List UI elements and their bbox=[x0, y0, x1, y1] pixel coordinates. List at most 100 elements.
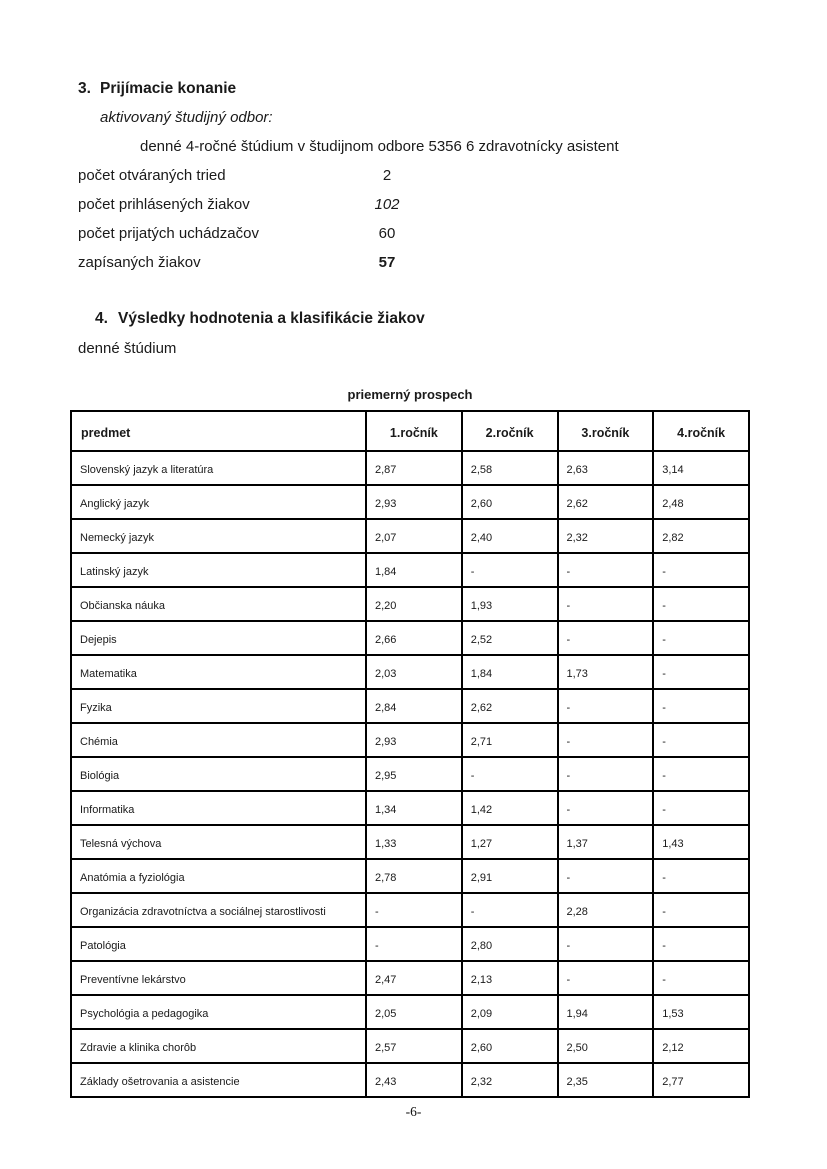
grade-cell-year-4: 2,48 bbox=[652, 484, 750, 520]
grade-cell-year-3: - bbox=[556, 756, 655, 792]
grade-cell-year-1: 2,66 bbox=[365, 620, 463, 656]
subject-cell: Informatika bbox=[70, 790, 367, 826]
subject-cell: Telesná výchova bbox=[70, 824, 367, 860]
column-header-year-2: 2.ročník bbox=[460, 410, 559, 452]
grade-cell-year-1: 2,07 bbox=[365, 518, 463, 554]
table-row: Nemecký jazyk 2,07 2,40 2,32 2,82 bbox=[70, 518, 750, 554]
grade-cell-year-4: - bbox=[652, 688, 750, 724]
grade-cell-year-2: - bbox=[460, 756, 559, 792]
grade-cell-year-1: 2,20 bbox=[365, 586, 463, 622]
grade-cell-year-2: - bbox=[460, 552, 559, 588]
grade-cell-year-2: 2,62 bbox=[460, 688, 559, 724]
section-3-number: 3. bbox=[78, 80, 91, 97]
grade-cell-year-1: 2,57 bbox=[365, 1028, 463, 1064]
subject-cell: Anglický jazyk bbox=[70, 484, 367, 520]
section-3-title: Prijímacie konanie bbox=[100, 80, 237, 97]
subject-cell: Základy ošetrovania a asistencie bbox=[70, 1062, 367, 1098]
grade-cell-year-2: 2,40 bbox=[460, 518, 559, 554]
grade-cell-year-2: 2,09 bbox=[460, 994, 559, 1030]
grade-cell-year-4: - bbox=[652, 620, 750, 656]
table-row: Patológia -2,80- - bbox=[70, 926, 750, 962]
stat-row-accepted-candidates: počet prijatých uchádzačov 60 bbox=[78, 225, 827, 243]
section-3-heading: 3. Prijímacie konanie bbox=[78, 80, 827, 98]
subject-cell: Dejepis bbox=[70, 620, 367, 656]
subject-cell: Zdravie a klinika chorôb bbox=[70, 1028, 367, 1064]
grade-cell-year-1: - bbox=[365, 926, 463, 962]
column-header-year-1: 1.ročník bbox=[365, 410, 463, 452]
grade-cell-year-4: - bbox=[652, 960, 750, 996]
table-row: Preventívne lekárstvo 2,47 2,13- - bbox=[70, 960, 750, 996]
grade-cell-year-1: 2,05 bbox=[365, 994, 463, 1030]
grade-cell-year-3: - bbox=[556, 960, 655, 996]
table-row: Dejepis 2,66 2,52- - bbox=[70, 620, 750, 656]
table-row: Anglický jazyk 2,93 2,60 2,62 2,48 bbox=[70, 484, 750, 520]
grade-cell-year-4: 2,82 bbox=[652, 518, 750, 554]
table-title: priemerný prospech bbox=[347, 387, 473, 402]
grade-cell-year-4: - bbox=[652, 858, 750, 894]
subject-cell: Chémia bbox=[70, 722, 367, 758]
grade-cell-year-2: 1,84 bbox=[460, 654, 559, 690]
grade-cell-year-4: 2,77 bbox=[652, 1062, 750, 1098]
grade-cell-year-4: - bbox=[652, 756, 750, 792]
grade-cell-year-1: 1,33 bbox=[365, 824, 463, 860]
section-4-subheading: denné štúdium bbox=[78, 340, 177, 357]
column-header-year-3: 3.ročník bbox=[556, 410, 655, 452]
subject-cell: Patológia bbox=[70, 926, 367, 962]
grade-cell-year-2: - bbox=[460, 892, 559, 928]
column-header-year-4: 4.ročník bbox=[652, 410, 750, 452]
grade-cell-year-2: 1,27 bbox=[460, 824, 559, 860]
grade-cell-year-3: 1,73 bbox=[556, 654, 655, 690]
grade-cell-year-1: 2,43 bbox=[365, 1062, 463, 1098]
grade-cell-year-1: 2,47 bbox=[365, 960, 463, 996]
grade-cell-year-1: - bbox=[365, 892, 463, 928]
table-row: Občianska náuka 2,20 1,93- - bbox=[70, 586, 750, 622]
grade-cell-year-3: 2,50 bbox=[556, 1028, 655, 1064]
grade-cell-year-3: 2,35 bbox=[556, 1062, 655, 1098]
stat-value: 60 bbox=[378, 225, 396, 242]
table-row: Slovenský jazyk a literatúra 2,87 2,58 2,63… bbox=[70, 450, 750, 486]
grade-cell-year-3: - bbox=[556, 790, 655, 826]
grade-cell-year-2: 1,93 bbox=[460, 586, 559, 622]
grade-cell-year-2: 2,91 bbox=[460, 858, 559, 894]
grade-cell-year-4: 3,14 bbox=[652, 450, 750, 486]
stat-value: 57 bbox=[378, 254, 396, 271]
study-program-line: denné 4-ročné štúdium v študijnom odbore… bbox=[140, 138, 619, 155]
stat-value: 102 bbox=[374, 196, 400, 213]
stat-label: počet prihlásených žiakov bbox=[78, 196, 250, 213]
section-4-number: 4. bbox=[95, 310, 108, 327]
table-row: Chémia 2,93 2,71- - bbox=[70, 722, 750, 758]
grade-cell-year-1: 2,78 bbox=[365, 858, 463, 894]
subject-cell: Organizácia zdravotníctva a sociálnej st… bbox=[70, 892, 367, 928]
section-4-heading: 4. Výsledky hodnotenia a klasifikácie žia… bbox=[95, 310, 827, 328]
grade-cell-year-3: 2,28 bbox=[556, 892, 655, 928]
grade-cell-year-3: - bbox=[556, 858, 655, 894]
grade-cell-year-2: 2,13 bbox=[460, 960, 559, 996]
stat-row-opened-classes: počet otváraných tried 2 bbox=[78, 167, 827, 185]
table-row: Telesná výchova 1,33 1,27 1,37 1,43 bbox=[70, 824, 750, 860]
grade-cell-year-1: 1,34 bbox=[365, 790, 463, 826]
grade-cell-year-3: - bbox=[556, 722, 655, 758]
grade-cell-year-1: 2,95 bbox=[365, 756, 463, 792]
grade-cell-year-2: 2,80 bbox=[460, 926, 559, 962]
stat-label: zapísaných žiakov bbox=[78, 254, 201, 271]
grade-cell-year-4: - bbox=[652, 552, 750, 588]
grade-cell-year-4: - bbox=[652, 586, 750, 622]
grade-cell-year-3: 1,37 bbox=[556, 824, 655, 860]
subject-cell: Nemecký jazyk bbox=[70, 518, 367, 554]
grade-cell-year-3: - bbox=[556, 586, 655, 622]
stat-row-enrolled-students: zapísaných žiakov 57 bbox=[78, 254, 827, 272]
table-row: Psychológia a pedagogika 2,05 2,09 1,94 1,53 bbox=[70, 994, 750, 1030]
subject-cell: Biológia bbox=[70, 756, 367, 792]
table-row: Biológia 2,95- - - bbox=[70, 756, 750, 792]
grade-cell-year-3: 1,94 bbox=[556, 994, 655, 1030]
stat-value: 2 bbox=[382, 167, 392, 184]
grade-cell-year-3: 2,63 bbox=[556, 450, 655, 486]
grade-cell-year-2: 1,42 bbox=[460, 790, 559, 826]
table-header-row: predmet 1.ročník 2.ročník 3.ročník 4.roč… bbox=[70, 410, 750, 452]
table-body: Slovenský jazyk a literatúra 2,87 2,58 2,63… bbox=[70, 450, 750, 1098]
subject-cell: Anatómia a fyziológia bbox=[70, 858, 367, 894]
subject-cell: Psychológia a pedagogika bbox=[70, 994, 367, 1030]
page-number: -6- bbox=[405, 1104, 422, 1119]
section-3-subheading: aktivovaný študijný odbor: bbox=[100, 109, 273, 126]
